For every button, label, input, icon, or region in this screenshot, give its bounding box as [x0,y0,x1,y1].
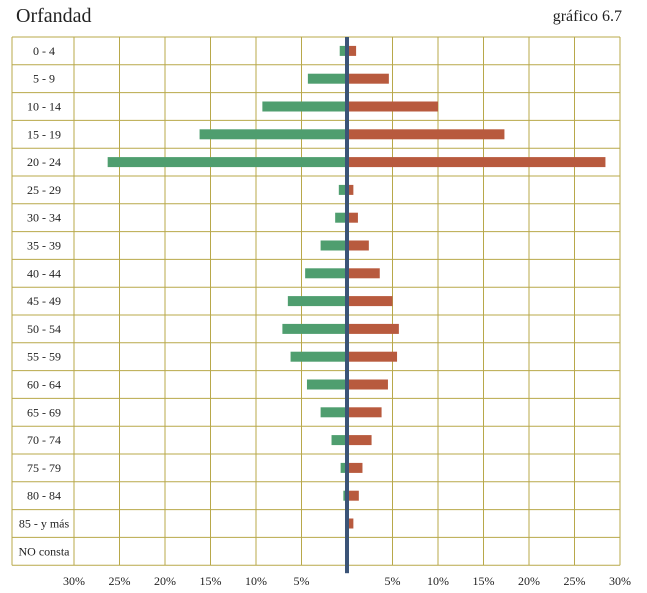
bar-left [306,379,347,390]
category-label: 45 - 49 [27,294,61,308]
bar-left [262,101,347,112]
bar-right [347,129,505,140]
category-label: 10 - 14 [27,100,61,114]
bar-right [347,268,380,279]
category-label: 30 - 34 [27,211,61,225]
x-tick-label: 20% [518,574,540,588]
bar-left [287,296,347,307]
bar-right [347,379,388,390]
x-tick-label: 5% [294,574,310,588]
category-label: 15 - 19 [27,127,61,141]
category-label: 0 - 4 [33,44,55,58]
bar-left [290,351,347,362]
x-tick-label: 15% [473,574,495,588]
bar-right [347,73,389,84]
bar-left [331,435,347,446]
x-tick-label: 5% [385,574,401,588]
x-tick-label: 10% [427,574,449,588]
bar-left [199,129,347,140]
bar-left [320,407,347,418]
bar-right [347,157,606,168]
bar-left [282,323,347,334]
bar-left [107,157,347,168]
bar-left [305,268,347,279]
category-label: 75 - 79 [27,461,61,475]
category-label: 80 - 84 [27,489,61,503]
category-label: NO consta [19,544,71,558]
bar-left [340,462,347,473]
category-label: 35 - 39 [27,239,61,253]
x-tick-label: 15% [200,574,222,588]
x-tick-label: 30% [63,574,85,588]
category-label: 25 - 29 [27,183,61,197]
bar-left [307,73,347,84]
x-tick-label: 20% [154,574,176,588]
bar-right [347,435,372,446]
x-tick-label: 25% [109,574,131,588]
category-label: 60 - 64 [27,378,61,392]
x-tick-label: 25% [564,574,586,588]
bar-right [347,407,382,418]
category-label: 65 - 69 [27,405,61,419]
x-tick-label: 30% [609,574,631,588]
bar-left [335,212,347,223]
category-label: 5 - 9 [33,72,55,86]
chart-title: Orfandad [16,5,92,27]
bar-right [347,101,438,112]
category-label: 20 - 24 [27,155,61,169]
bar-right [347,490,359,501]
bar-left [339,45,347,56]
bar-right [347,351,398,362]
bar-right [347,184,354,195]
bar-right [347,518,354,529]
category-label: 85 - y más [19,517,70,531]
bar-left [320,240,347,251]
bar-right [347,323,399,334]
bar-right [347,45,357,56]
category-label: 70 - 74 [27,433,61,447]
center-axis [345,37,349,574]
category-label: 40 - 44 [27,266,61,280]
x-tick-label: 10% [245,574,267,588]
bar-right [347,296,393,307]
category-label: 55 - 59 [27,350,61,364]
bar-right [347,462,363,473]
figure-reference: gráfico 6.7 [552,8,622,25]
bar-right [347,240,369,251]
category-label: 50 - 54 [27,322,61,336]
bar-left [338,184,347,195]
bar-right [347,212,358,223]
